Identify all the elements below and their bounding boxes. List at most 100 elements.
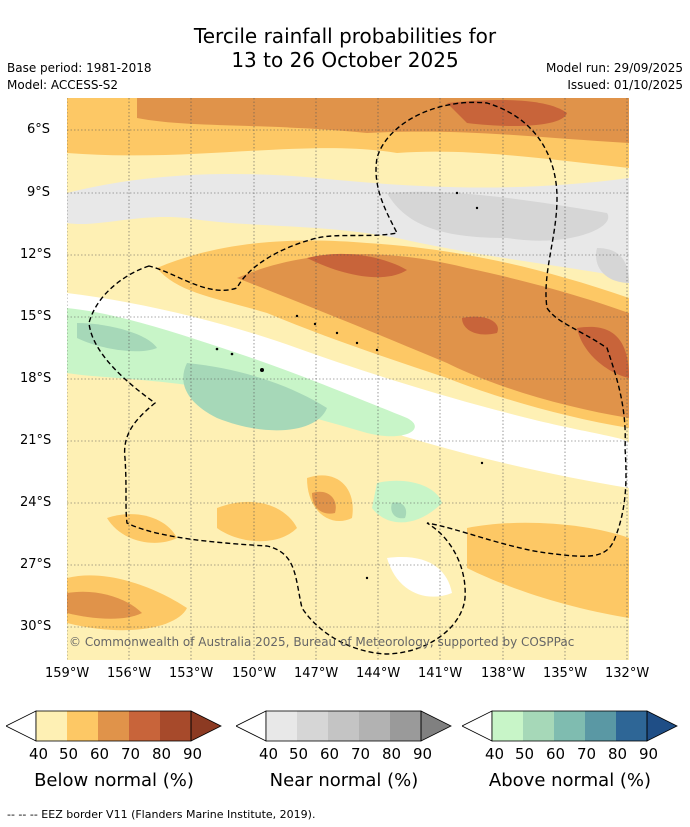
lon-tick-159w: 159°W	[45, 666, 90, 681]
region-neutral-band	[67, 293, 629, 488]
below-normal-label: Below normal (%)	[34, 770, 194, 791]
colorbar-above-normal: 40 50 60 70 80 90 Above normal (%)	[462, 710, 678, 791]
region-below-60-central	[237, 254, 629, 418]
near-tick-90: 90	[413, 745, 433, 763]
region-below-70-north	[447, 100, 567, 126]
above-tick-90: 90	[639, 745, 659, 763]
lat-tick-30s: 30°S	[20, 619, 52, 634]
near-tick-60: 60	[320, 745, 340, 763]
below-tick-90: 90	[183, 745, 203, 763]
region-below-50-s1	[217, 501, 297, 542]
map-title: Tercile rainfall probabilities for 13 to…	[0, 24, 690, 72]
swatch-above-80-90	[616, 711, 647, 741]
island-8	[375, 348, 379, 352]
model-name: Model: ACCESS-S2	[7, 78, 119, 92]
below-tick-60: 60	[90, 745, 110, 763]
island-12	[365, 576, 369, 580]
title-line-1: Tercile rainfall probabilities for	[193, 24, 497, 48]
colorbar-above-over	[646, 710, 678, 742]
eez-legend-footer: -- -- -- EEZ border V11 (Flanders Marine…	[7, 808, 316, 821]
swatch-below-70-80	[129, 711, 160, 741]
below-tick-70: 70	[121, 745, 141, 763]
region-above-50-south	[391, 502, 407, 519]
swatch-below-40-50	[36, 711, 67, 741]
below-tick-50: 50	[59, 745, 79, 763]
colorbar-above-under	[462, 710, 493, 742]
swatch-near-60-70	[328, 711, 359, 741]
region-below-60-sw	[67, 591, 142, 619]
region-above-40	[67, 308, 415, 437]
colorbar-near-under	[236, 710, 267, 742]
above-normal-label: Above normal (%)	[488, 770, 652, 791]
lon-tick-132w: 132°W	[605, 666, 650, 681]
lon-tick-138w: 138°W	[481, 666, 526, 681]
region-near-50-east	[596, 248, 629, 283]
swatch-below-50-60	[67, 711, 98, 741]
near-tick-40: 40	[259, 745, 279, 763]
lon-tick-144w: 144°W	[356, 666, 401, 681]
below-tick-40: 40	[29, 745, 49, 763]
swatch-below-80-90	[160, 711, 191, 741]
region-near-50	[387, 191, 609, 241]
near-tick-50: 50	[289, 745, 309, 763]
swatch-near-80-90	[390, 711, 421, 741]
island-7	[355, 341, 359, 345]
lat-tick-6s: 6°S	[27, 122, 51, 137]
colorbar-below-over	[190, 710, 222, 742]
near-tick-70: 70	[351, 745, 371, 763]
lat-tick-18s: 18°S	[20, 371, 52, 386]
island-2	[230, 352, 234, 356]
swatch-above-70-80	[585, 711, 616, 741]
lon-tick-141w: 141°W	[418, 666, 463, 681]
lon-tick-153w: 153°W	[169, 666, 214, 681]
region-below-70-central	[307, 253, 407, 278]
map-canvas: © Commonwealth of Australia 2025, Bureau…	[67, 98, 629, 660]
region-below-40-bottom	[67, 633, 629, 660]
below-tick-80: 80	[152, 745, 172, 763]
probability-map: © Commonwealth of Australia 2025, Bureau…	[67, 98, 629, 660]
near-tick-80: 80	[382, 745, 402, 763]
colorbar-below-under	[6, 710, 37, 742]
region-below-70-east	[577, 326, 629, 378]
map-gridlines	[67, 98, 629, 660]
lon-tick-150w: 150°W	[232, 666, 277, 681]
island-3	[260, 368, 264, 372]
swatch-above-50-60	[523, 711, 554, 741]
swatch-near-40-50	[266, 711, 297, 741]
region-below-50-se	[467, 522, 629, 618]
above-tick-60: 60	[546, 745, 566, 763]
colorbar-above-swatches	[462, 710, 678, 742]
island-10	[475, 206, 479, 210]
region-neutral-s	[387, 557, 452, 597]
base-period: Base period: 1981-2018	[7, 61, 152, 75]
swatch-below-60-70	[98, 711, 129, 741]
lat-tick-9s: 9°S	[27, 185, 51, 200]
colorbar-near-swatches	[236, 710, 452, 742]
model-run: Model run: 29/09/2025	[545, 61, 683, 75]
colorbar-above-frame	[491, 710, 648, 742]
colorbar-below-swatches	[6, 710, 222, 742]
lat-tick-12s: 12°S	[20, 247, 52, 262]
island-4	[295, 314, 299, 318]
lat-tick-24s: 24°S	[20, 495, 52, 510]
above-tick-50: 50	[515, 745, 535, 763]
lat-tick-27s: 27°S	[20, 557, 52, 572]
colorbar-near-over	[420, 710, 452, 742]
lon-tick-147w: 147°W	[294, 666, 339, 681]
colorbar-below-frame	[35, 710, 192, 742]
above-tick-70: 70	[577, 745, 597, 763]
region-below-60-s2	[312, 491, 336, 514]
island-5	[313, 322, 317, 326]
near-normal-label: Near normal (%)	[269, 770, 419, 791]
above-tick-80: 80	[608, 745, 628, 763]
issued-date: Issued: 01/10/2025	[567, 78, 683, 92]
swatch-above-60-70	[554, 711, 585, 741]
region-above-50	[183, 363, 327, 431]
copyright-notice: © Commonwealth of Australia 2025, Bureau…	[69, 635, 574, 649]
swatch-near-70-80	[359, 711, 390, 741]
colorbar-near-normal: 40 50 60 70 80 90 Near normal (%)	[236, 710, 452, 791]
islands	[215, 191, 484, 580]
lat-tick-21s: 21°S	[20, 433, 52, 448]
lat-tick-15s: 15°S	[20, 309, 52, 324]
title-line-2: 13 to 26 October 2025	[231, 48, 459, 72]
